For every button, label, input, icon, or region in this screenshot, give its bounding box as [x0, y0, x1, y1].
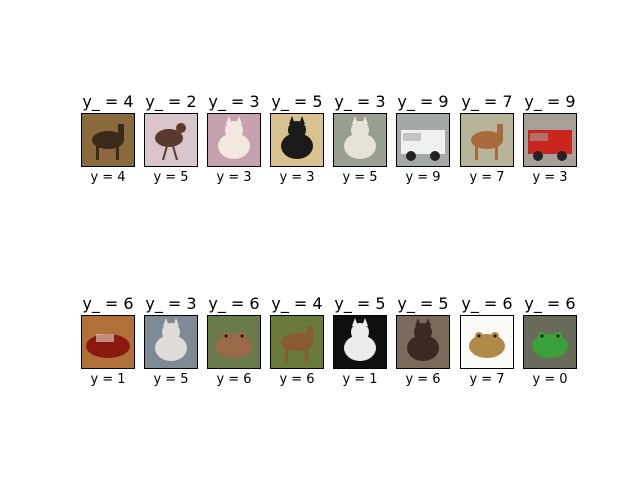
cat-icon: [333, 113, 387, 167]
deer-icon: [81, 113, 135, 167]
dog-icon: [333, 315, 387, 369]
subplot-title: y_ = 6: [511, 294, 589, 313]
deer-icon: [270, 315, 324, 369]
frog-icon: [523, 315, 577, 369]
cat-icon: [144, 315, 198, 369]
subplot-title: y_ = 9: [511, 92, 589, 111]
horse-icon: [460, 113, 514, 167]
subplot-xlabel: y = 0: [511, 372, 589, 387]
frog-icon: [460, 315, 514, 369]
cat-icon: [207, 113, 261, 167]
frog-icon: [207, 315, 261, 369]
dog-icon: [396, 315, 450, 369]
subplot-xlabel: y = 3: [511, 170, 589, 185]
dog-icon: [270, 113, 324, 167]
truck-icon: [396, 113, 450, 167]
fire-truck-icon: [523, 113, 577, 167]
bird-icon: [144, 113, 198, 167]
car-icon: [81, 315, 135, 369]
